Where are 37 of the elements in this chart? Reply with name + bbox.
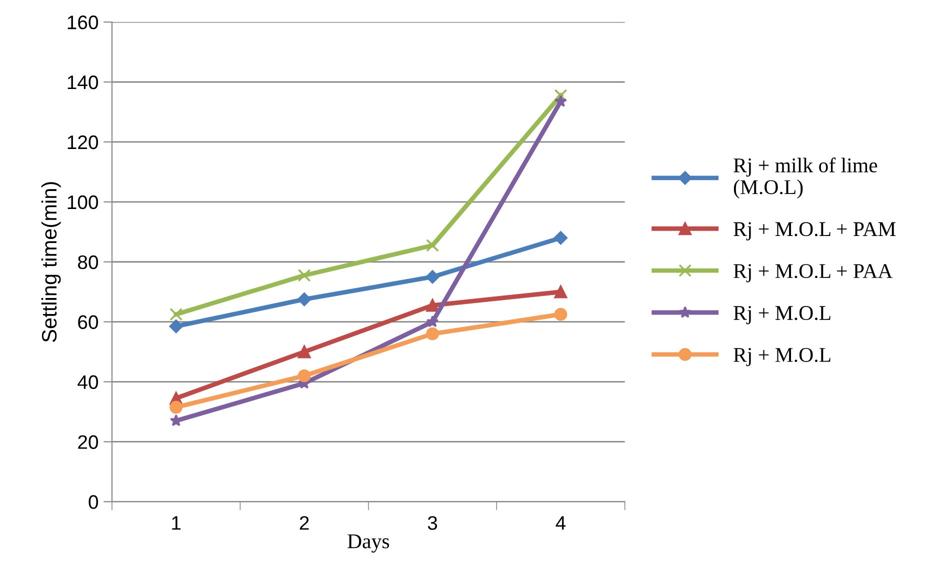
point [169,320,183,334]
y-tick-label: 20 [78,435,98,449]
point [554,285,568,298]
point [298,292,312,306]
point [426,270,440,284]
x-tick-label: 4 [556,516,566,530]
y-tick-label: 80 [78,255,98,270]
point [170,308,183,321]
y-tick-label: 120 [68,135,98,150]
point [554,231,568,245]
y-tick-label: 0 [88,495,98,509]
point [298,369,311,382]
legend-label: Rj + M.O.L [734,306,830,324]
legend-label: Rj + M.O.L + PAA [734,264,893,282]
x-axis-title: Days [348,534,390,553]
x-tick-label: 3 [428,516,438,530]
y-tick-label: 160 [68,16,98,30]
y-axis-title: Settling time(min) [41,182,61,342]
point [426,315,439,328]
x-tick-label: 1 [172,516,181,530]
legend-label: Rj + M.O.L + PAM [734,222,896,240]
y-tick-label: 40 [78,375,98,390]
point [298,345,311,358]
point [554,308,568,321]
point [426,298,439,312]
legend-label: Rj + M.O.L [734,348,830,366]
point [298,268,311,282]
y-tick-label: 100 [68,195,98,210]
y-tick-label: 140 [68,75,98,90]
point [554,89,568,102]
point [426,238,439,252]
point [170,400,183,414]
legend-label: Rj + milk of lime (M.O.L) [734,158,878,198]
point [426,327,439,340]
x-tick-label: 2 [300,516,309,530]
y-tick-label: 60 [78,315,98,330]
point [554,95,567,107]
